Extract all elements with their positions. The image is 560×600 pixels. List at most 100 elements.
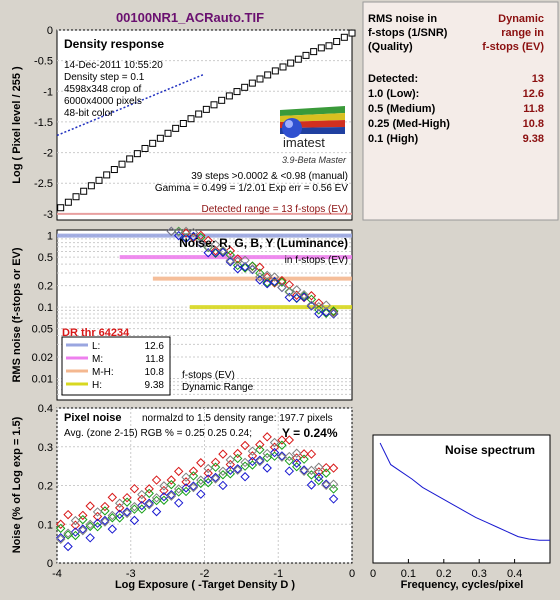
pixel-noise-point [210, 457, 221, 468]
noise-point [255, 262, 265, 272]
pixel-noise-point [114, 513, 125, 523]
pixel-noise-point [70, 527, 81, 537]
pixel-noise-point [166, 491, 177, 501]
pixel-noise-point [188, 471, 199, 481]
noise-point [203, 235, 213, 246]
pixel-noise-point [277, 435, 287, 445]
density-point [126, 155, 134, 163]
pixel-noise-point [291, 448, 302, 458]
pixel-noise-point [137, 504, 147, 514]
pixel-noise-point [173, 498, 184, 508]
pixel-noise-point [232, 464, 243, 474]
density-point [210, 101, 218, 109]
noise-point [225, 255, 236, 266]
density-stats-line: Gamma = 0.499 = 1/2.01 Exp err = 0.56 EV [155, 183, 348, 194]
pixel-noise-point [55, 534, 66, 544]
density-point [325, 42, 333, 50]
imatest-version: 3.9-Beta Master [282, 155, 347, 165]
density-ytick-label: -3 [43, 209, 53, 221]
pixel-noise-point [203, 468, 213, 478]
density-point [195, 110, 203, 118]
pixel-noise-point [188, 481, 199, 491]
pixel-noise-point [262, 452, 272, 463]
pixel-noise-point [277, 440, 287, 450]
pixel-noise-point [203, 463, 213, 474]
detected-range-label: Detected range = 13 f-stops (EV) [202, 204, 348, 215]
noise-point [240, 255, 250, 266]
pixel-noise-point [173, 484, 184, 494]
density-point [87, 182, 95, 190]
density-point [225, 92, 233, 100]
density-point [348, 29, 356, 37]
summary-row-label: 0.25 (Med-High) [368, 118, 450, 130]
spectrum-xtick-label: 0.3 [472, 568, 487, 580]
pixel-noise-point [100, 517, 110, 527]
density-heading: Density response [64, 37, 164, 51]
pixel-noise-point [269, 442, 280, 452]
pixel-xtick-label: -4 [52, 568, 62, 580]
pixel-ytick-label: 0 [47, 558, 53, 570]
pixel-noise-point [78, 510, 88, 521]
noise-point [262, 279, 272, 289]
figure-title: 00100NR1_ACRauto.TIF [116, 10, 264, 25]
pixel-noise-point [137, 489, 147, 500]
pixel-noise-point [255, 455, 265, 465]
rms-noise-plot: Noise: R, G, B, Y (Luminance) in f-stops… [56, 226, 353, 401]
noise-point [166, 226, 177, 237]
pixel-noise-point [232, 448, 243, 459]
spectrum-xlabel: Frequency, cycles/pixel [401, 579, 524, 591]
noise-point [181, 228, 191, 238]
density-stats-line: 39 steps >0.0002 & <0.98 (manual) [191, 171, 348, 182]
summary-row-label: 0.5 (Medium) [368, 103, 436, 115]
pixel-noise-point [92, 522, 103, 532]
pixel-noise-point [328, 494, 339, 504]
pixel-xlabel: Log Exposure ( -Target Density D ) [115, 579, 295, 591]
pixel-noise-point [122, 492, 132, 503]
density-point [271, 67, 279, 75]
pixel-normalized: normalzd to 1.5 density range: 197.7 pix… [142, 413, 333, 424]
pixel-noise-point [196, 489, 206, 499]
noise-point [210, 239, 221, 250]
summary-panel: RMS noise in f-stops (1/SNR) (Quality) D… [362, 1, 559, 221]
pixel-xtick-label: -2 [200, 568, 210, 580]
noise-ylabel: RMS noise (f-stops or EV) [11, 247, 23, 382]
noise-point [277, 275, 287, 286]
density-info-line: 48-bit color [64, 108, 114, 119]
pixel-noise-point [328, 479, 339, 489]
pixel-noise-point [100, 506, 110, 516]
pixel-noise-point [78, 524, 88, 534]
pixel-noise-point [122, 507, 132, 517]
noise-point [321, 307, 331, 317]
pixel-noise-point [225, 469, 236, 479]
pixel-noise-point [284, 466, 295, 476]
pixel-noise-point [92, 507, 103, 517]
noise-point [240, 263, 250, 273]
pixel-noise-point [63, 541, 73, 552]
density-point [340, 33, 348, 41]
pixel-noise-point [85, 501, 95, 511]
noise-ytick-label: 0.1 [38, 302, 53, 314]
pixel-ytick-label: 0.1 [38, 519, 53, 531]
pixel-heading: Pixel noise [64, 412, 121, 424]
pixel-noise-point [299, 465, 309, 475]
pixel-noise-point [255, 456, 265, 467]
density-point [310, 48, 318, 56]
noise-point [306, 291, 317, 301]
pixel-noise-point [314, 475, 324, 486]
noise-point [306, 301, 317, 311]
noise-point [255, 268, 265, 278]
noise-point [225, 250, 236, 260]
density-point [233, 88, 241, 96]
pixel-noise-point [314, 472, 324, 482]
density-info-line: 4598x348 crop of [64, 84, 142, 95]
pixel-noise-point [299, 454, 309, 464]
pixel-noise-point [306, 465, 317, 476]
pixel-noise-point [321, 468, 331, 478]
noise-ytick-label: 0.05 [32, 324, 53, 336]
noise-point [284, 292, 295, 303]
noise-point [321, 300, 331, 310]
noise-point [269, 276, 280, 287]
pixel-noise-point [92, 511, 103, 522]
pixel-noise-point [240, 457, 250, 468]
noise-point [232, 256, 243, 266]
